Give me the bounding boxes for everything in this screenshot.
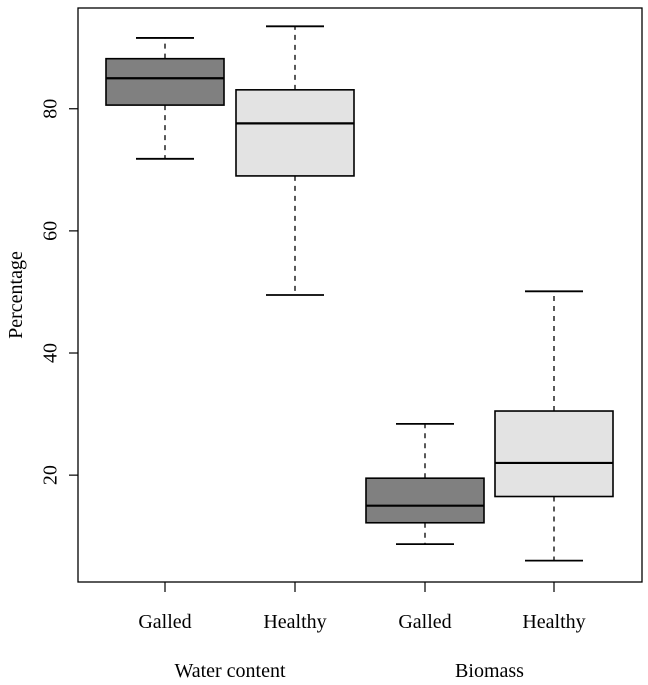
boxes (105, 25, 614, 562)
x-axis: Galled Healthy Galled Healthy Water content B… (138, 582, 586, 682)
box-0 (105, 37, 225, 160)
group-label: Biomass (455, 660, 524, 682)
box-3 (494, 290, 614, 562)
y-axis: 20 40 60 80 (40, 99, 78, 485)
y-axis-label: Percentage (5, 251, 27, 339)
y-tick-label: 60 (40, 221, 62, 241)
box-1 (235, 25, 355, 296)
iqr-box (105, 57, 225, 106)
plot-frame (77, 7, 643, 583)
x-tick-label: Healthy (522, 611, 585, 633)
x-tick-label: Galled (138, 611, 191, 633)
iqr-box (494, 410, 614, 498)
y-tick-label: 20 (40, 465, 62, 485)
y-tick-label: 40 (40, 343, 62, 363)
box-2 (365, 422, 485, 546)
iqr-box (235, 89, 355, 177)
group-label: Water content (174, 660, 286, 682)
iqr-box (365, 477, 485, 524)
x-tick-label: Galled (398, 611, 451, 633)
x-tick-label: Healthy (263, 611, 326, 633)
y-tick-label: 80 (40, 99, 62, 119)
